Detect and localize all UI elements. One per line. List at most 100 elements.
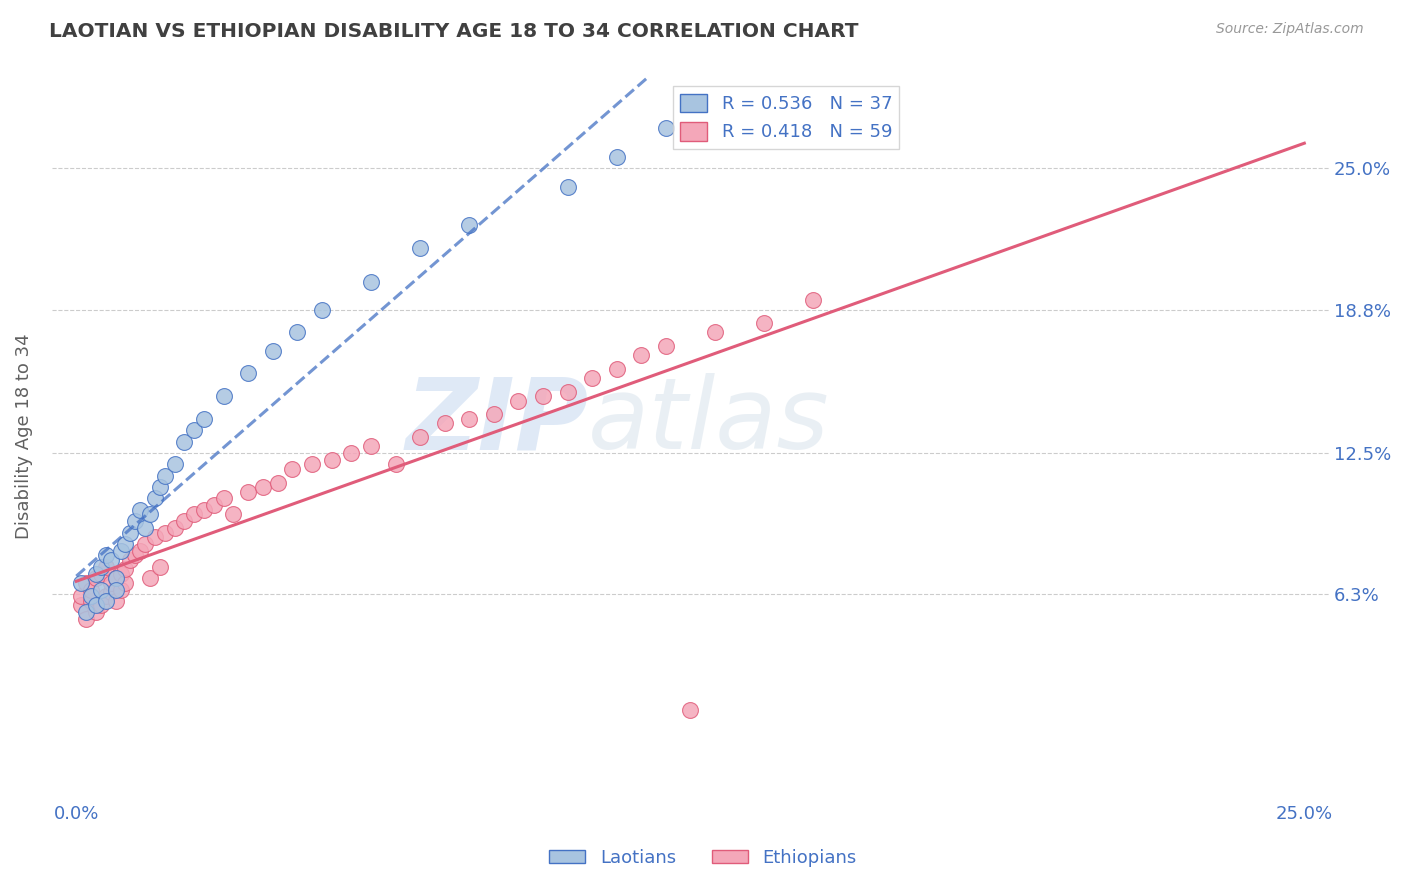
Point <box>114 575 136 590</box>
Point <box>153 525 176 540</box>
Point <box>75 575 97 590</box>
Text: LAOTIAN VS ETHIOPIAN DISABILITY AGE 18 TO 34 CORRELATION CHART: LAOTIAN VS ETHIOPIAN DISABILITY AGE 18 T… <box>49 22 859 41</box>
Point <box>110 582 132 597</box>
Point <box>110 566 132 581</box>
Point <box>301 458 323 472</box>
Point <box>703 326 725 340</box>
Point <box>238 367 260 381</box>
Point <box>149 480 172 494</box>
Point <box>104 582 127 597</box>
Point <box>100 553 122 567</box>
Legend: Laotians, Ethiopians: Laotians, Ethiopians <box>541 842 865 874</box>
Point <box>104 571 127 585</box>
Point <box>143 530 166 544</box>
Point <box>94 559 117 574</box>
Point <box>409 241 432 255</box>
Point <box>153 468 176 483</box>
Point <box>202 499 225 513</box>
Point <box>281 462 304 476</box>
Point <box>340 446 363 460</box>
Point <box>114 562 136 576</box>
Point <box>70 599 93 613</box>
Point <box>80 590 103 604</box>
Point <box>90 582 112 597</box>
Point <box>679 703 702 717</box>
Point <box>183 423 205 437</box>
Point <box>409 430 432 444</box>
Point <box>531 389 554 403</box>
Point <box>655 339 678 353</box>
Point <box>262 343 284 358</box>
Point <box>104 594 127 608</box>
Point <box>557 384 579 399</box>
Point <box>193 412 215 426</box>
Point <box>129 544 152 558</box>
Point <box>311 302 333 317</box>
Point <box>94 549 117 563</box>
Point <box>134 537 156 551</box>
Point <box>630 348 652 362</box>
Point <box>482 407 505 421</box>
Y-axis label: Disability Age 18 to 34: Disability Age 18 to 34 <box>15 333 32 539</box>
Point <box>70 575 93 590</box>
Point <box>94 594 117 608</box>
Point <box>173 434 195 449</box>
Point <box>173 514 195 528</box>
Point <box>139 571 162 585</box>
Point <box>80 594 103 608</box>
Point <box>80 582 103 597</box>
Point <box>90 566 112 581</box>
Point <box>100 584 122 599</box>
Point <box>321 452 343 467</box>
Point <box>75 605 97 619</box>
Point <box>752 316 775 330</box>
Point <box>110 544 132 558</box>
Point <box>104 571 127 585</box>
Point <box>285 326 308 340</box>
Point <box>222 508 245 522</box>
Point <box>360 275 382 289</box>
Point <box>163 458 186 472</box>
Legend: R = 0.536   N = 37, R = 0.418   N = 59: R = 0.536 N = 37, R = 0.418 N = 59 <box>673 87 900 149</box>
Point <box>212 389 235 403</box>
Text: Source: ZipAtlas.com: Source: ZipAtlas.com <box>1216 22 1364 37</box>
Point <box>360 439 382 453</box>
Point <box>508 393 530 408</box>
Point <box>606 361 628 376</box>
Point <box>433 417 456 431</box>
Point <box>124 549 146 563</box>
Point <box>183 508 205 522</box>
Point <box>801 293 824 308</box>
Point <box>193 503 215 517</box>
Point <box>134 521 156 535</box>
Point <box>212 491 235 506</box>
Point <box>75 612 97 626</box>
Point <box>114 537 136 551</box>
Point <box>84 599 107 613</box>
Point <box>84 605 107 619</box>
Point <box>124 514 146 528</box>
Point <box>100 575 122 590</box>
Point <box>94 590 117 604</box>
Point <box>143 491 166 506</box>
Point <box>557 179 579 194</box>
Point <box>90 599 112 613</box>
Point <box>267 475 290 490</box>
Text: atlas: atlas <box>588 373 830 470</box>
Point <box>606 150 628 164</box>
Point <box>655 120 678 135</box>
Point <box>458 219 481 233</box>
Point <box>581 371 603 385</box>
Point <box>84 566 107 581</box>
Point <box>238 484 260 499</box>
Point <box>149 559 172 574</box>
Point <box>90 559 112 574</box>
Text: ZIP: ZIP <box>405 373 588 470</box>
Point <box>139 508 162 522</box>
Point <box>163 521 186 535</box>
Point <box>252 480 274 494</box>
Point <box>129 503 152 517</box>
Point <box>70 590 93 604</box>
Point <box>458 412 481 426</box>
Point <box>384 458 406 472</box>
